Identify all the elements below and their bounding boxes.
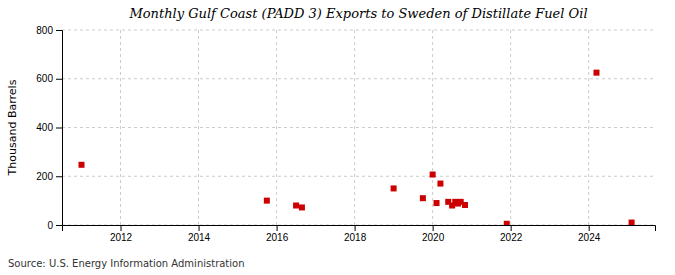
x-axis-tick: 2018 (344, 225, 367, 243)
x-axis-tick: 2024 (578, 225, 601, 243)
points (79, 70, 635, 225)
x-axis-tick-mark (355, 225, 356, 231)
y-axis-tick-mark (56, 176, 62, 177)
point (462, 202, 468, 208)
x-axis-tick: 2022 (500, 225, 523, 243)
point (430, 172, 436, 178)
grid-line-x (588, 30, 589, 225)
x-axis-tick: 2014 (188, 225, 211, 243)
x-axis-tick-mark (589, 225, 590, 231)
point (434, 200, 440, 206)
y-axis-tick-label: 600 (36, 73, 53, 84)
x-axis-tick-mark (121, 225, 122, 231)
grid-line-x (276, 30, 277, 225)
point (391, 185, 397, 191)
x-axis-tick-label: 2012 (110, 232, 133, 243)
point (629, 220, 635, 225)
grid-line-x (354, 30, 355, 225)
chart: 2012 2014 2016 2018 2020 2022 2024 0 200 400 600 80… (0, 0, 675, 275)
y-axis-line (56, 31, 63, 226)
x-axis: 2012 2014 2016 2018 2020 2022 2024 (63, 225, 656, 243)
x-axis-tick-mark (277, 225, 278, 231)
x-axis-tick-mark (199, 225, 200, 231)
x-axis-tick: 2012 (110, 225, 133, 243)
y-axis-tick: 800 (36, 25, 62, 36)
x-axis-tick: 2016 (266, 225, 289, 243)
point (264, 198, 270, 204)
x-axis-tick-label: 2014 (188, 232, 211, 243)
grid-line-x (198, 30, 199, 225)
grid (62, 30, 655, 225)
x-axis-tick: 2020 (422, 225, 445, 243)
point (299, 204, 305, 210)
y-axis-tick: 400 (36, 122, 62, 133)
y-axis-tick-label: 800 (36, 25, 53, 36)
grid-line-x (432, 30, 433, 225)
y-axis: 0 200 400 600 800 (36, 25, 62, 231)
annotation: Source: U.S. Energy Information Administ… (8, 258, 245, 269)
y-axis-tick-mark (56, 30, 62, 31)
grid-line-y (62, 127, 655, 128)
x-axis-tick-label: 2024 (578, 232, 601, 243)
x-axis-tick-label: 2022 (500, 232, 523, 243)
point (293, 203, 299, 209)
y-axis-tick-mark (56, 225, 62, 226)
grid-line-y (62, 176, 655, 177)
grid-line-x (510, 30, 511, 225)
point (437, 181, 443, 187)
point (504, 221, 510, 225)
y-axis-tick-label: 400 (36, 122, 53, 133)
y-axis-tick: 200 (36, 171, 62, 182)
grid-line-y (62, 30, 655, 31)
y-axis-tick-mark (56, 79, 62, 80)
y-axis-tick-mark (56, 128, 62, 129)
y-axis-title: Thousand Barrels (6, 79, 19, 176)
x-axis-line (63, 226, 656, 232)
x-axis-tick-label: 2020 (422, 232, 445, 243)
y-axis-tick: 0 (47, 220, 62, 231)
y-axis-tick-label: 0 (47, 220, 53, 231)
grid-line-y (62, 78, 655, 79)
point (420, 195, 426, 201)
y-axis-tick: 600 (36, 73, 62, 84)
plot: 2012 2014 2016 2018 2020 2022 2024 0 200 400 600 80… (36, 25, 655, 243)
x-axis-tick-mark (511, 225, 512, 231)
title: Monthly Gulf Coast (PADD 3) Exports to S… (128, 6, 587, 21)
x-axis-tick-mark (433, 225, 434, 231)
point (593, 70, 599, 76)
x-axis-tick-label: 2018 (344, 232, 367, 243)
grid-line-x (120, 30, 121, 225)
x-axis-tick-label: 2016 (266, 232, 289, 243)
y-axis-tick-label: 200 (36, 171, 53, 182)
point (79, 162, 85, 168)
